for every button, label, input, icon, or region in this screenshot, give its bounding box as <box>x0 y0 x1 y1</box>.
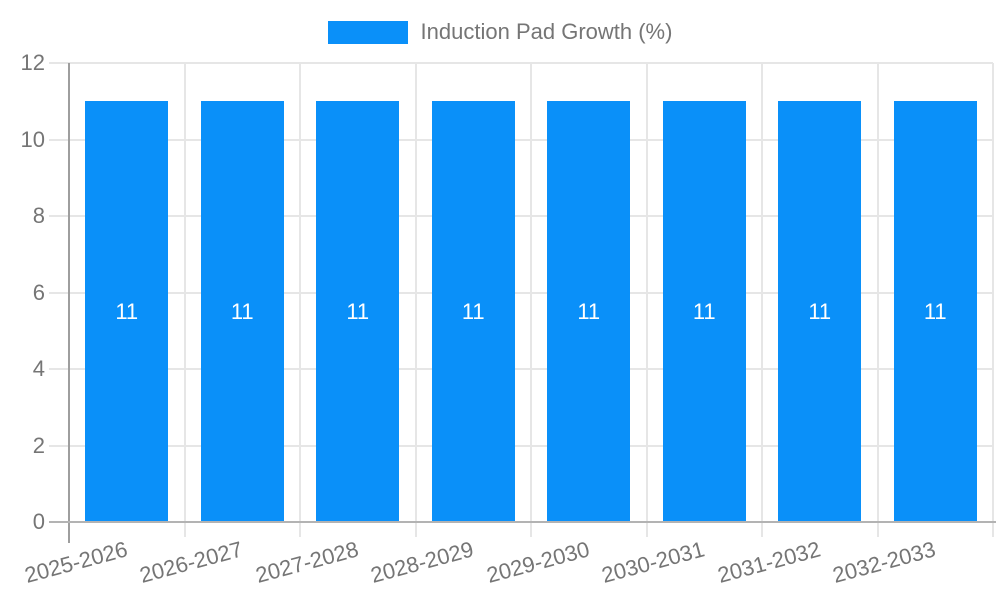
gridline-h <box>49 368 993 370</box>
gridline-v <box>183 63 186 537</box>
bar[interactable] <box>662 101 746 522</box>
bar[interactable] <box>778 101 862 522</box>
gridline-v <box>530 63 532 537</box>
gridline-v <box>414 63 417 537</box>
y-tick-label: 2 <box>32 432 45 458</box>
gridline-v <box>299 63 301 537</box>
gridline-h <box>49 62 993 64</box>
y-tick-label: 12 <box>20 50 45 75</box>
y-tick-label: 8 <box>32 203 45 228</box>
bar-value-label: 11 <box>346 298 370 324</box>
bar-value-label: 11 <box>461 298 485 324</box>
y-tick-label: 0 <box>32 509 45 534</box>
bar-value-label: 11 <box>230 298 254 324</box>
gridline-h <box>49 291 993 294</box>
gridline-v <box>645 63 648 537</box>
x-baseline <box>49 521 996 523</box>
legend: Induction Pad Growth (%) <box>0 18 1000 46</box>
bar[interactable] <box>85 101 169 522</box>
bar[interactable] <box>893 101 977 522</box>
gridline-v <box>992 63 994 537</box>
bar-value-label: 11 <box>115 298 139 324</box>
bar[interactable] <box>431 101 515 522</box>
bar[interactable] <box>200 101 284 522</box>
bar[interactable] <box>547 101 631 522</box>
gridline-v <box>761 63 763 537</box>
y-tick-label: 4 <box>32 356 45 381</box>
gridline-v <box>876 63 879 537</box>
gridline-h <box>49 138 993 141</box>
bar-value-label: 11 <box>577 298 601 324</box>
y-tick-label: 10 <box>20 126 45 152</box>
bar-value-label: 11 <box>923 298 947 324</box>
gridline-h <box>49 444 993 447</box>
legend-swatch <box>327 20 408 44</box>
legend-label: Induction Pad Growth (%) <box>420 19 673 44</box>
gridline-h <box>49 215 993 217</box>
bar-value-label: 11 <box>692 298 716 324</box>
y-tick-label: 6 <box>32 279 45 305</box>
bar-value-label: 11 <box>808 298 832 324</box>
y-axis-line <box>68 63 70 543</box>
bar[interactable] <box>316 101 400 522</box>
